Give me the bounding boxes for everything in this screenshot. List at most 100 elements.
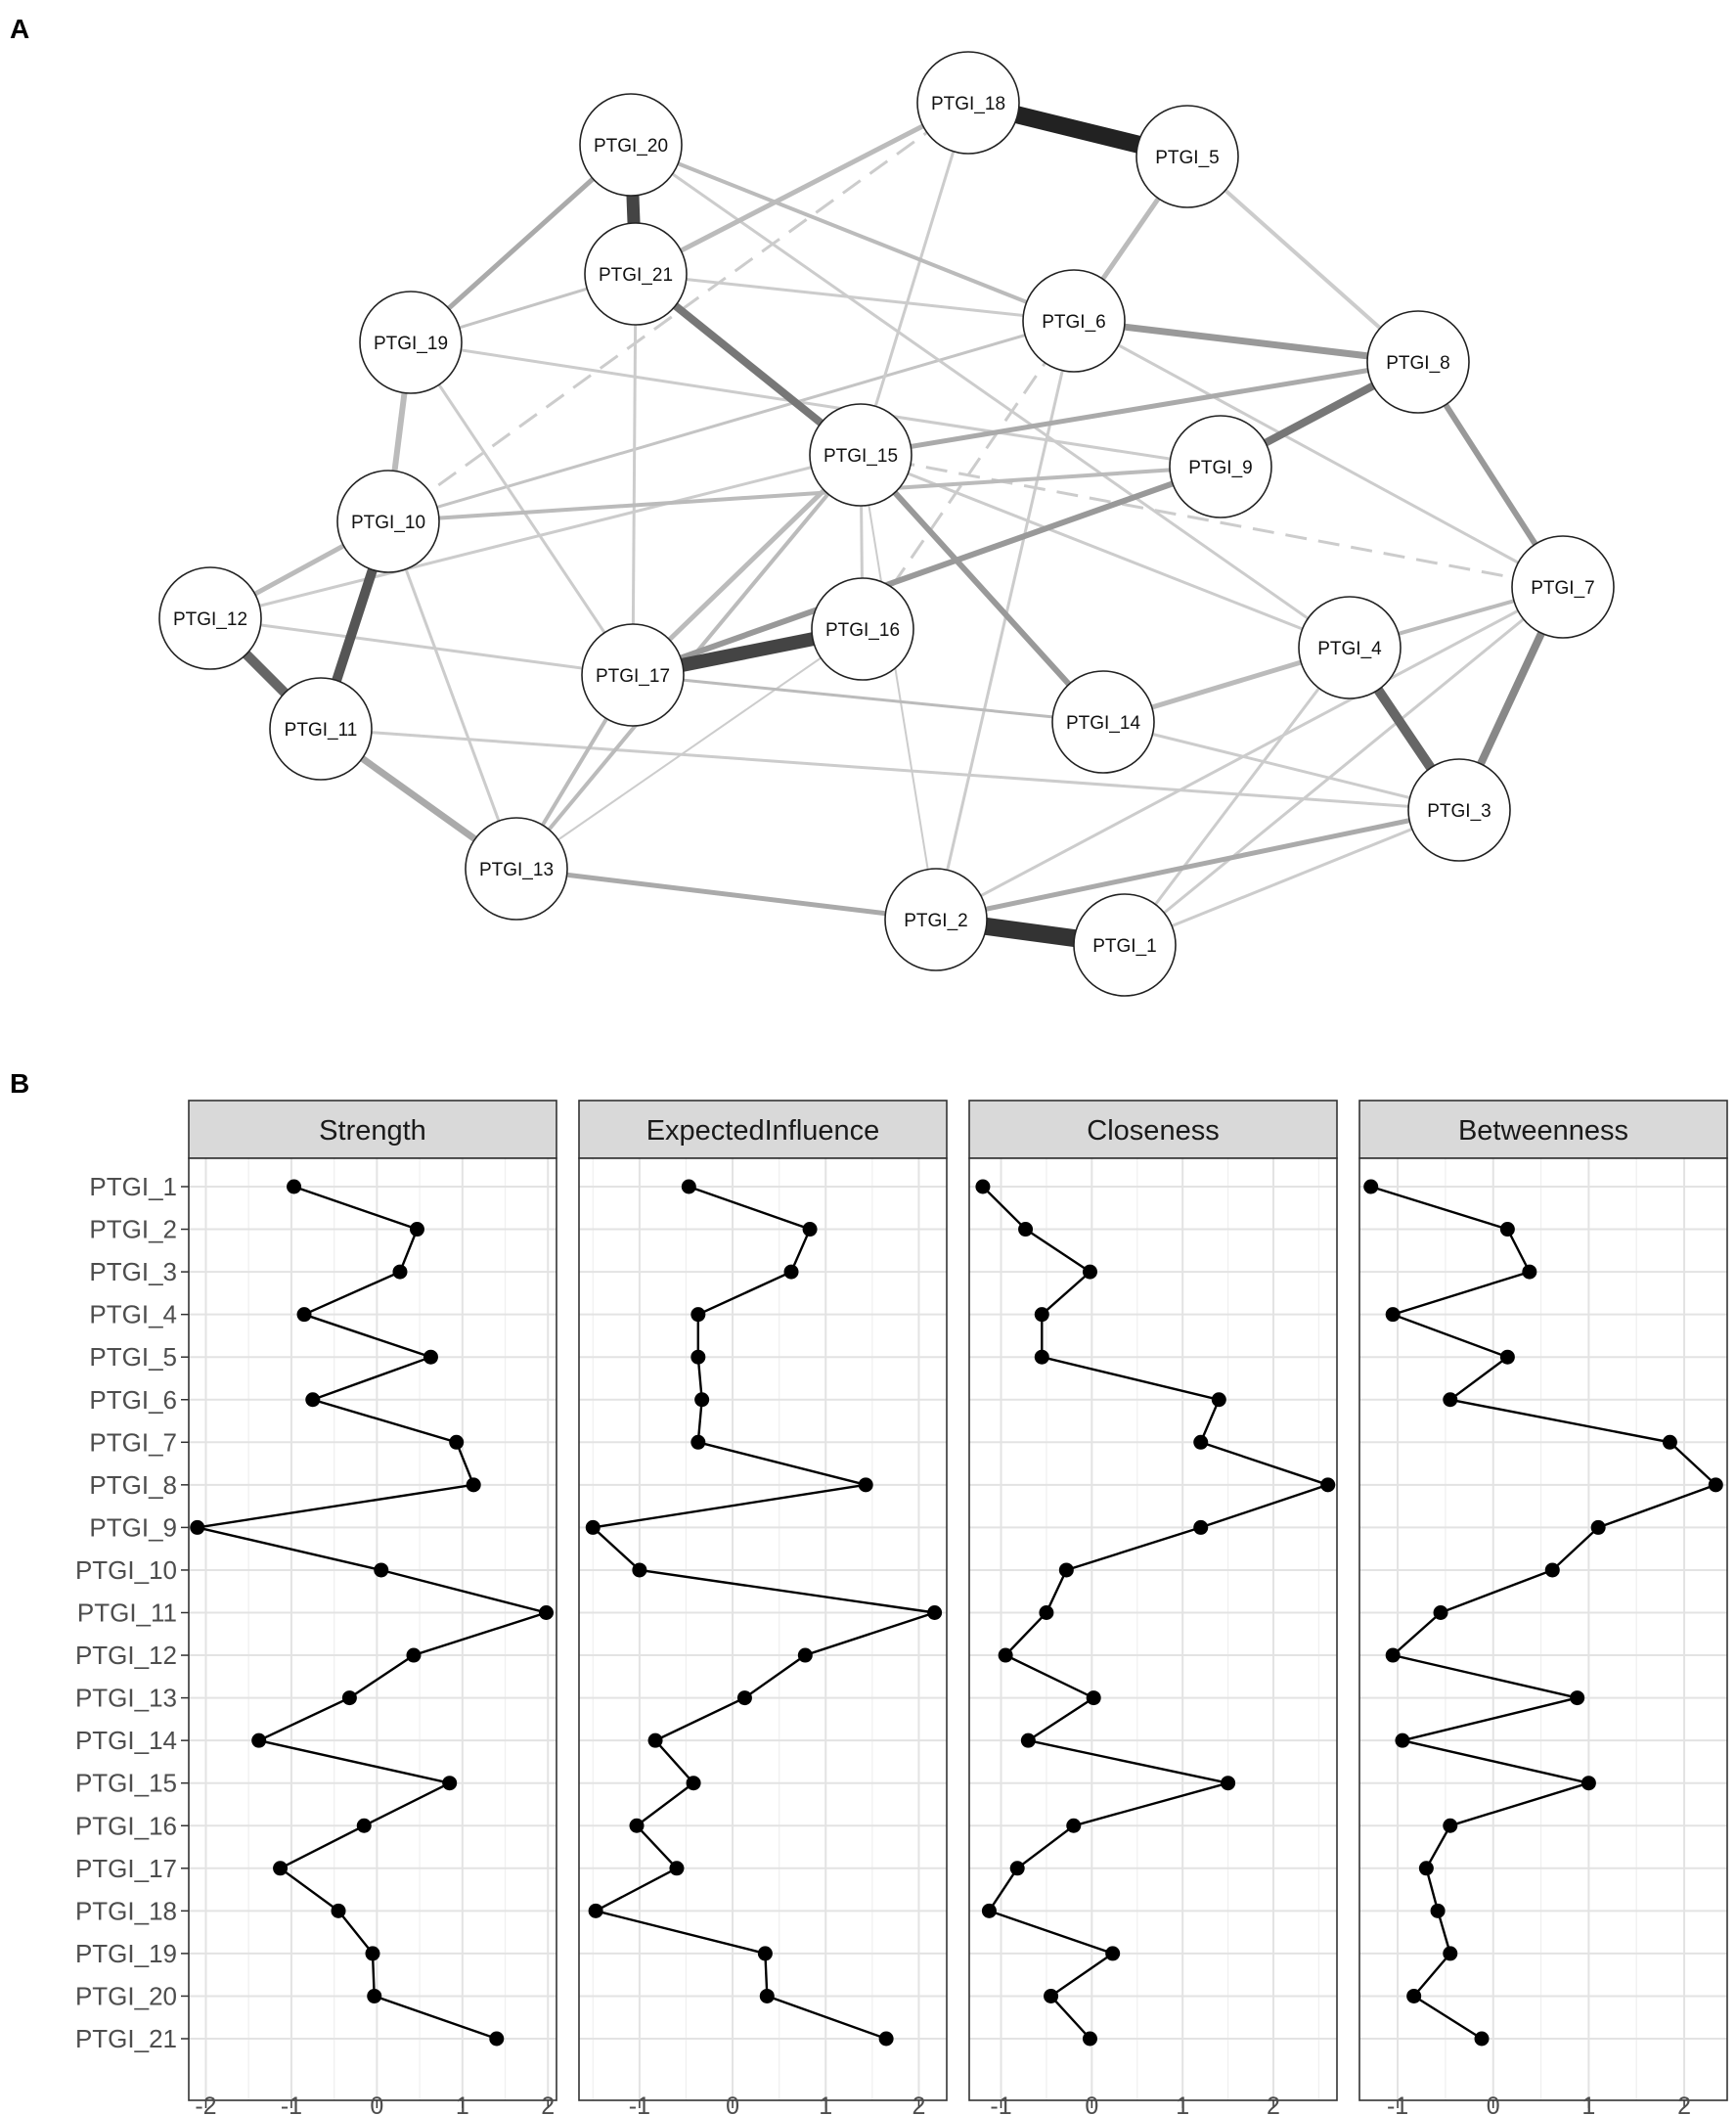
panel-label-b: B	[10, 1068, 30, 1099]
edge-PTGI_1-PTGI_7	[1124, 585, 1564, 947]
x-tick-label: 2	[541, 2092, 555, 2115]
data-point-PTGI_12	[1385, 1647, 1401, 1663]
node-PTGI_11: PTGI_11	[269, 677, 373, 781]
edge-PTGI_20-PTGI_6	[630, 143, 1075, 323]
y-tick-label: PTGI_21	[75, 2024, 177, 2053]
node-label: PTGI_2	[904, 911, 967, 931]
node-circle	[1366, 310, 1470, 414]
facet-strip	[578, 1100, 948, 1159]
node-circle	[579, 93, 683, 197]
edge-PTGI_17-PTGI_9	[631, 464, 1223, 678]
node-PTGI_21: PTGI_21	[584, 222, 688, 326]
y-tick-label: PTGI_4	[89, 1300, 177, 1329]
edge-PTGI_18-PTGI_21	[634, 100, 970, 277]
data-point-PTGI_3	[1522, 1264, 1537, 1280]
edge-PTGI_15-PTGI_17	[631, 453, 863, 677]
node-circle	[1051, 670, 1155, 774]
data-point-PTGI_9	[585, 1519, 601, 1535]
node-circle	[584, 222, 688, 326]
data-point-PTGI_10	[1544, 1562, 1560, 1578]
x-tick-label: 1	[1176, 2092, 1189, 2115]
data-point-PTGI_15	[686, 1776, 701, 1791]
x-tick-label: 1	[1581, 2092, 1595, 2115]
edge-PTGI_10-PTGI_9	[387, 465, 1222, 523]
node-circle	[1135, 105, 1239, 208]
node-circle	[1073, 893, 1177, 997]
node-circle	[465, 817, 568, 921]
y-axis-labels: PTGI_1 PTGI_2 PTGI_3 PTGI_4 PTGI_5 PTGI_6 PTGI…	[75, 1172, 189, 2053]
data-point-PTGI_19	[365, 1946, 380, 1961]
node-PTGI_8: PTGI_8	[1366, 310, 1470, 414]
node-circle	[269, 677, 373, 781]
data-point-PTGI_11	[539, 1605, 555, 1620]
data-point-PTGI_7	[690, 1434, 706, 1450]
y-tick-label: PTGI_9	[89, 1512, 177, 1542]
x-tick-label: 0	[726, 2092, 739, 2115]
edge-PTGI_18-PTGI_10	[387, 101, 969, 523]
node-PTGI_19: PTGI_19	[359, 291, 463, 394]
node-label: PTGI_17	[596, 666, 670, 687]
edge-PTGI_21-PTGI_6	[635, 272, 1075, 323]
data-point-PTGI_11	[1039, 1605, 1054, 1620]
y-tick-label: PTGI_13	[75, 1684, 177, 1713]
node-label: PTGI_20	[594, 136, 668, 157]
facet-strength: Strength -2 -1 0 1 2	[188, 1100, 557, 2115]
edge-PTGI_2-PTGI_3	[935, 807, 1460, 922]
edge-PTGI_15-PTGI_12	[209, 453, 862, 620]
node-label: PTGI_5	[1155, 148, 1219, 168]
data-point-PTGI_14	[1395, 1732, 1410, 1748]
y-tick-label: PTGI_19	[75, 1939, 177, 1968]
data-point-PTGI_16	[1066, 1818, 1082, 1833]
node-PTGI_15: PTGI_15	[809, 403, 913, 507]
data-point-PTGI_2	[409, 1222, 424, 1238]
y-tick-label: PTGI_2	[89, 1215, 177, 1244]
facet-strip	[968, 1100, 1338, 1159]
y-tick-label: PTGI_5	[89, 1342, 177, 1372]
facet-expectedinfluence: ExpectedInfluence -1 0 1 2	[578, 1100, 948, 2115]
y-tick-label: PTGI_12	[75, 1641, 177, 1670]
data-point-PTGI_2	[1499, 1222, 1515, 1238]
series-line	[982, 1186, 1332, 2040]
data-point-PTGI_13	[736, 1690, 752, 1706]
y-tick-label: PTGI_17	[75, 1854, 177, 1883]
node-circle	[1169, 415, 1272, 518]
node-label: PTGI_7	[1531, 578, 1594, 599]
node-circle	[158, 566, 262, 670]
edge-PTGI_1-PTGI_3	[1124, 808, 1460, 947]
data-point-PTGI_3	[1082, 1264, 1097, 1280]
y-tick-label: PTGI_1	[89, 1172, 177, 1201]
data-point-PTGI_20	[367, 1988, 382, 2003]
y-tick-label: PTGI_6	[89, 1385, 177, 1415]
data-point-PTGI_9	[1590, 1519, 1606, 1535]
data-point-PTGI_6	[1443, 1392, 1458, 1408]
data-point-PTGI_19	[1105, 1946, 1121, 1961]
edge-PTGI_15-PTGI_8	[860, 359, 1419, 458]
node-circle	[1407, 758, 1511, 862]
data-point-PTGI_8	[466, 1477, 481, 1493]
y-tick-label: PTGI_18	[75, 1896, 177, 1925]
series-line	[1370, 1185, 1718, 2041]
edge-PTGI_15-PTGI_14	[858, 452, 1106, 725]
node-circle	[916, 51, 1020, 155]
data-point-PTGI_3	[392, 1264, 408, 1280]
y-tick-label: PTGI_10	[75, 1555, 177, 1585]
node-label: PTGI_14	[1066, 713, 1140, 734]
x-tick-label: -1	[1387, 2092, 1408, 2115]
edge-PTGI_21-PTGI_17	[631, 273, 638, 676]
data-point-PTGI_13	[1570, 1690, 1585, 1706]
data-point-PTGI_11	[927, 1605, 943, 1620]
data-point-PTGI_5	[1034, 1349, 1049, 1365]
data-point-PTGI_10	[632, 1562, 647, 1578]
data-point-PTGI_19	[1443, 1946, 1458, 1961]
data-point-PTGI_12	[797, 1647, 813, 1663]
facet-strip	[188, 1100, 557, 1159]
node-label: PTGI_3	[1427, 801, 1491, 822]
edge-PTGI_19-PTGI_17	[409, 341, 635, 676]
data-point-PTGI_21	[489, 2031, 505, 2047]
node-label: PTGI_10	[351, 513, 425, 533]
node-PTGI_3: PTGI_3	[1407, 758, 1511, 862]
data-point-PTGI_7	[1662, 1434, 1677, 1450]
edge-PTGI_2-PTGI_15	[860, 454, 937, 921]
data-point-PTGI_21	[878, 2031, 894, 2047]
data-point-PTGI_21	[1082, 2031, 1097, 2047]
